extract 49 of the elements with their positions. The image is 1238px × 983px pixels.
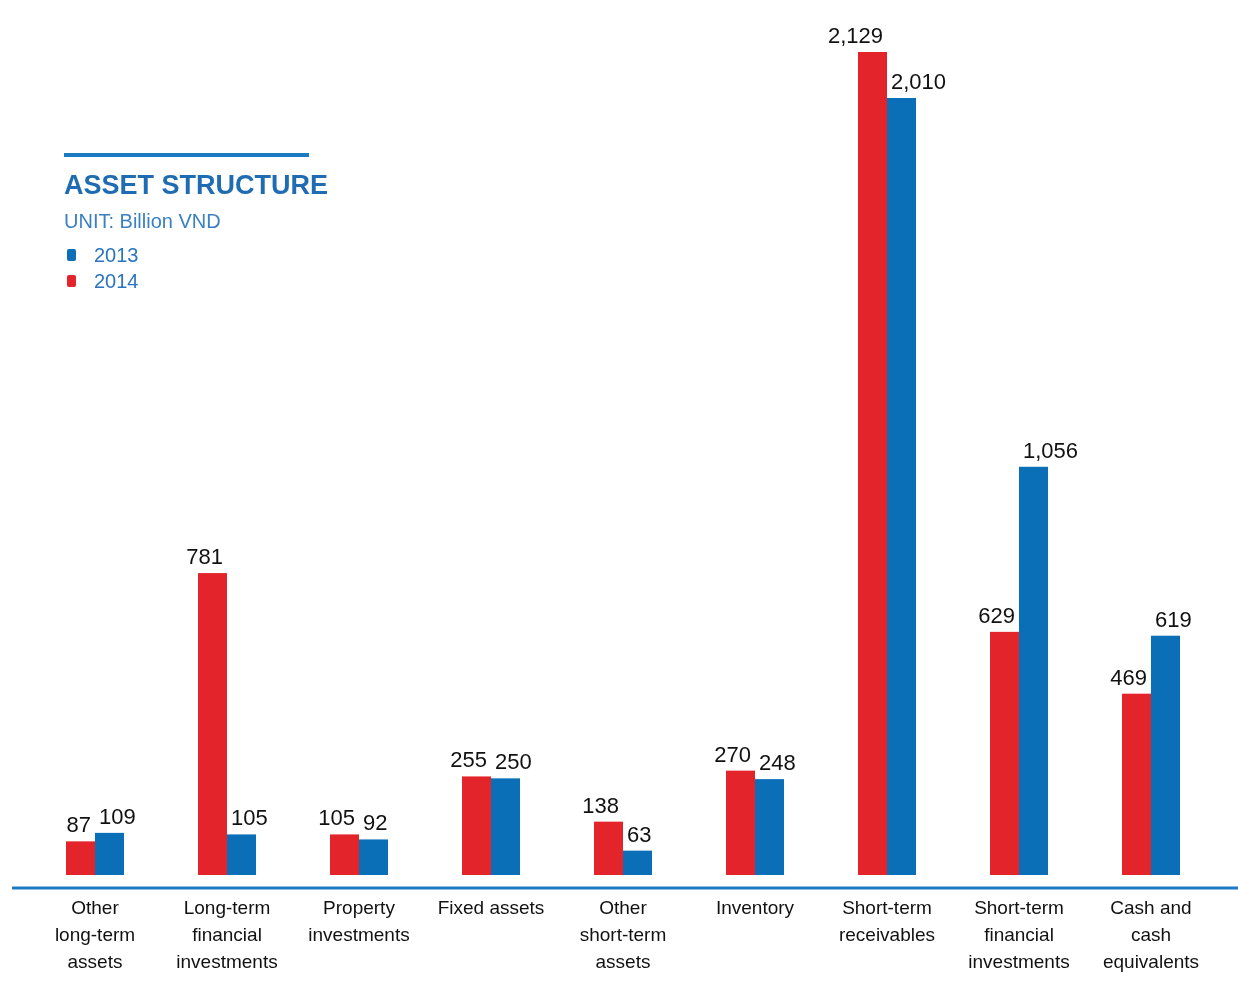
legend-label: 2013: [94, 244, 139, 266]
legend-label: 2014: [94, 270, 139, 292]
data-label: 270: [714, 741, 751, 767]
bar: [623, 850, 652, 875]
data-label: 2,129: [827, 23, 883, 48]
bar: [990, 631, 1019, 875]
x-tick-label: Inventory: [715, 897, 795, 918]
data-label: 255: [450, 747, 487, 773]
data-label: 92: [363, 810, 388, 836]
bar: [330, 834, 359, 875]
bar: [1122, 693, 1151, 875]
data-label: 1,056: [1023, 437, 1079, 463]
x-tick-label: Property investments: [308, 897, 410, 945]
bar: [1151, 635, 1180, 875]
data-label: 138: [582, 792, 619, 818]
x-tick-label: Short-term receivables: [838, 897, 936, 945]
data-label: 250: [495, 749, 532, 775]
bar: [66, 841, 95, 875]
bar: [198, 573, 227, 875]
data-label: 105: [231, 805, 268, 831]
data-label: 105: [318, 805, 355, 831]
bar: [755, 779, 784, 875]
data-label: 63: [627, 821, 652, 847]
data-label: 781: [186, 544, 223, 570]
bar: [491, 778, 520, 875]
data-label: 619: [1155, 606, 1192, 632]
bar: [1019, 466, 1048, 875]
data-label: 87: [66, 812, 91, 838]
x-tick-label: Short-term financial investments: [968, 897, 1070, 972]
data-label: 2,010: [891, 69, 947, 94]
data-label: 629: [978, 602, 1015, 628]
data-label: 469: [1110, 664, 1147, 690]
x-tick-label: Cash and cash equivalents: [1102, 897, 1200, 972]
x-tick-label: Other short-term assets: [579, 897, 667, 972]
data-label: 109: [99, 803, 136, 829]
data-label: 248: [759, 750, 796, 776]
bar: [95, 832, 124, 875]
bar: [359, 839, 388, 875]
text: ASSET STRUCTURE: [64, 170, 329, 200]
x-tick-label: Long-term financial investments: [176, 897, 278, 972]
x-tick-label: Fixed assets: [437, 897, 545, 918]
bar: [594, 821, 623, 875]
bar: [227, 834, 256, 875]
bar: [887, 98, 916, 875]
bar: [462, 776, 491, 875]
x-tick-label: Other long-term assets: [54, 897, 136, 972]
text: UNIT: Billion VND: [64, 210, 221, 232]
bar: [858, 52, 887, 875]
bar: [726, 770, 755, 875]
